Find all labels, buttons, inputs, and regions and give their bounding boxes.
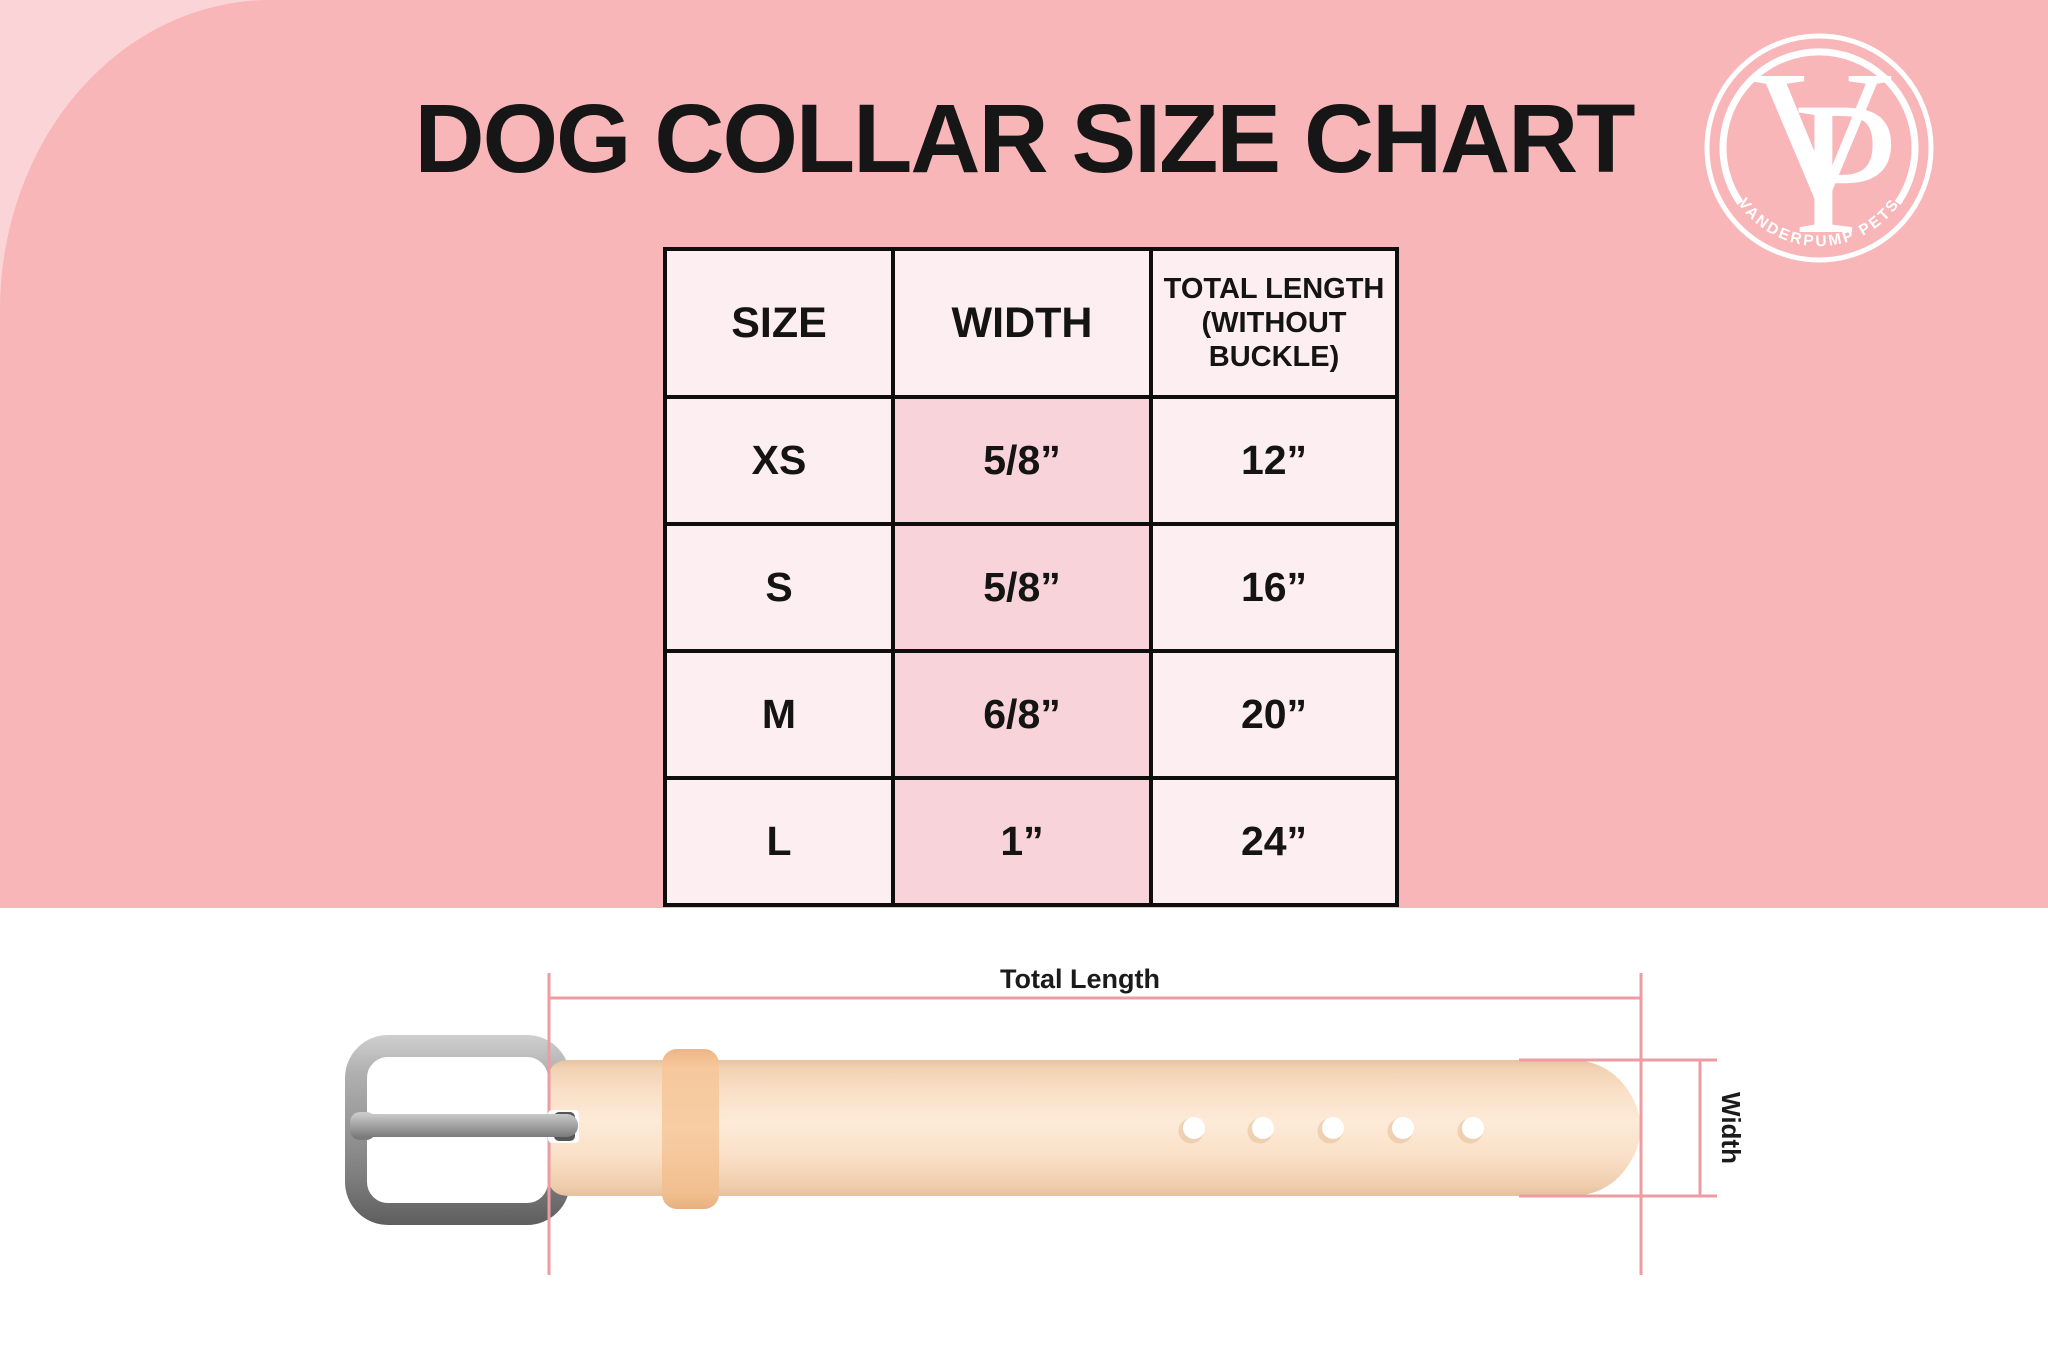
cell-size: S: [663, 522, 895, 653]
cell-width: 5/8”: [891, 522, 1153, 653]
table-row: M 6/8” 20”: [663, 649, 1399, 780]
table-header-row: SIZE WIDTH TOTAL LENGTH (WITHOUT BUCKLE): [663, 247, 1399, 399]
strap-hole: [1322, 1117, 1344, 1139]
size-chart-table: SIZE WIDTH TOTAL LENGTH (WITHOUT BUCKLE)…: [663, 247, 1399, 907]
strap-hole: [1462, 1117, 1484, 1139]
cell-total-length: 12”: [1149, 395, 1399, 526]
strap-hole: [1392, 1117, 1414, 1139]
width-label: Width: [1716, 1092, 1746, 1164]
cell-size: M: [663, 649, 895, 780]
strap-hole: [1183, 1117, 1205, 1139]
column-header-total-length: TOTAL LENGTH (WITHOUT BUCKLE): [1149, 247, 1399, 399]
cell-width: 5/8”: [891, 395, 1153, 526]
strap-hole: [1252, 1117, 1274, 1139]
column-header-size: SIZE: [663, 247, 895, 399]
cell-size: L: [663, 776, 895, 907]
column-header-width: WIDTH: [891, 247, 1153, 399]
table-row: XS 5/8” 12”: [663, 395, 1399, 526]
total-length-label: Total Length: [1000, 964, 1160, 994]
logo-outer-ring: [1704, 33, 1934, 263]
collar-strap: [548, 1060, 1641, 1196]
cell-width: 6/8”: [891, 649, 1153, 780]
logo-monogram-v: V: [1749, 30, 1893, 251]
page-title: DOG COLLAR SIZE CHART: [414, 84, 1636, 193]
pink-header-section: DOG COLLAR SIZE CHART V P VANDERPUMP PET…: [0, 0, 2048, 908]
logo-monogram-p: P: [1793, 64, 1899, 270]
cell-size: XS: [663, 395, 895, 526]
table-row: L 1” 24”: [663, 776, 1399, 907]
logo-inner-ring: [1719, 48, 1919, 206]
collar-measurement-diagram: Total Length Width: [345, 964, 1746, 1275]
buckle-prong: [352, 1114, 578, 1137]
cell-total-length: 16”: [1149, 522, 1399, 653]
vanderpump-pets-logo: V P VANDERPUMP PETS: [1704, 30, 1934, 270]
strap-holes: [1178, 1117, 1484, 1144]
keeper-loop: [662, 1049, 719, 1209]
cell-width: 1”: [891, 776, 1153, 907]
cell-total-length: 20”: [1149, 649, 1399, 780]
cell-total-length: 24”: [1149, 776, 1399, 907]
table-row: S 5/8” 16”: [663, 522, 1399, 653]
